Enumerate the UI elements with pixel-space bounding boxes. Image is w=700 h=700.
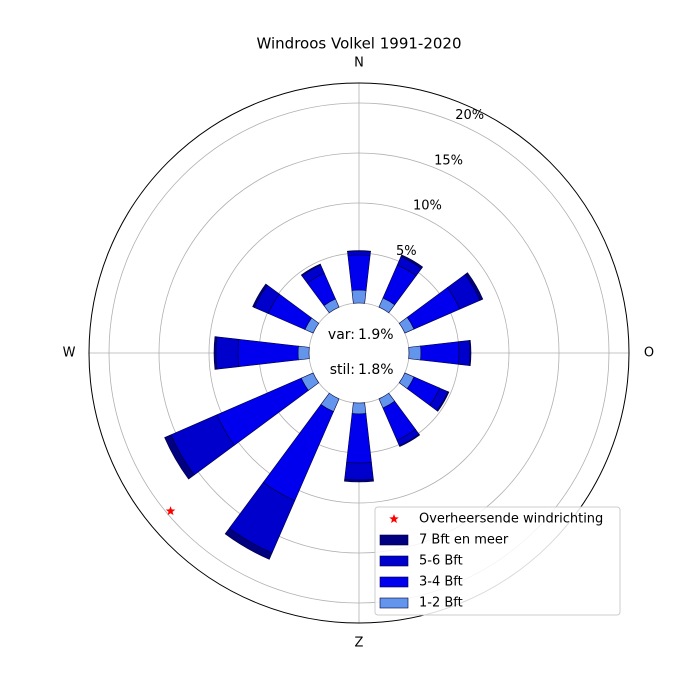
star-marker xyxy=(389,514,399,524)
legend-swatch xyxy=(379,576,409,588)
legend-label: 5-6 Bft xyxy=(419,554,463,569)
bar-segment xyxy=(300,263,322,277)
bar-segment xyxy=(297,345,310,361)
outer-circle xyxy=(88,82,630,624)
legend-label: 3-4 Bft xyxy=(419,575,463,590)
bar-segment xyxy=(252,283,268,308)
bar-segment xyxy=(215,336,240,370)
bar-segment xyxy=(344,478,374,483)
r-tick-label: 15% xyxy=(434,153,463,168)
bar-segment xyxy=(164,434,195,480)
star-marker xyxy=(165,506,176,516)
bar-segment xyxy=(347,250,371,256)
theta-tick-label: W xyxy=(63,346,76,361)
bar-segment xyxy=(458,340,471,366)
annotation-label: stil: xyxy=(330,362,355,378)
theta-tick-label: O xyxy=(644,346,654,361)
bar-segment xyxy=(436,391,450,412)
bar-segment xyxy=(468,339,472,367)
bar-segment xyxy=(347,254,371,291)
r-tick-label: 20% xyxy=(455,108,484,123)
bar-segment xyxy=(344,461,374,481)
annotation-value: 1.9% xyxy=(358,327,394,343)
legend-box xyxy=(374,506,621,616)
bar-segment xyxy=(224,527,273,560)
bar-segment xyxy=(408,345,422,361)
theta-tick-label: N xyxy=(354,56,364,71)
legend-label: 1-2 Bft xyxy=(419,596,463,611)
legend-swatch xyxy=(379,597,409,609)
theta-tick-label: Z xyxy=(355,636,364,651)
r-tick-label: 10% xyxy=(413,199,442,214)
bar-segment xyxy=(351,289,367,304)
bar-segment xyxy=(398,433,421,447)
bar-segment xyxy=(400,254,424,270)
legend-label: 7 Bft en meer xyxy=(419,533,509,548)
legend-label: Overheersende windrichting xyxy=(419,512,603,527)
annotation-value: 1.8% xyxy=(358,362,394,378)
chart-title: Windroos Volkel 1991-2020 xyxy=(257,35,462,53)
legend-swatch xyxy=(379,534,409,546)
bar-segment xyxy=(464,272,484,301)
bar-segment xyxy=(347,250,371,252)
legend-swatch xyxy=(379,555,409,567)
annotation-label: var: xyxy=(328,327,355,343)
r-tick-label: 5% xyxy=(396,244,417,259)
bar-segment xyxy=(351,402,367,415)
bar-segment xyxy=(420,341,460,365)
bar-segment xyxy=(213,336,218,370)
